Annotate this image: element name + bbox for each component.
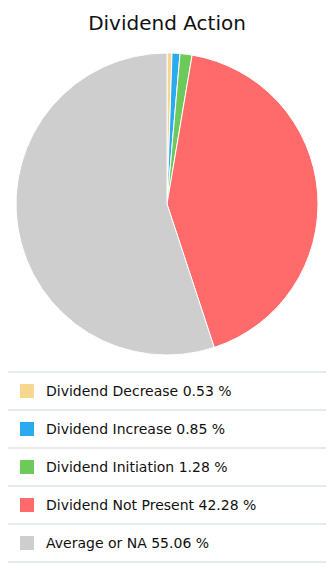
pie-slice: [16, 53, 214, 355]
chart-svg: Dividend ActionDividend Decrease 0.53 %D…: [0, 0, 334, 570]
legend-item: Average or NA 55.06 %: [8, 524, 326, 551]
chart-container: Dividend ActionDividend Decrease 0.53 %D…: [0, 0, 334, 570]
legend-separator: [8, 372, 326, 373]
legend-swatch: [20, 384, 34, 398]
legend-separator: [8, 410, 326, 411]
legend-label: Dividend Not Present 42.28 %: [46, 497, 256, 513]
legend-label: Dividend Increase 0.85 %: [46, 421, 225, 437]
legend-item: Dividend Initiation 1.28 %: [8, 448, 326, 475]
legend-item: Dividend Decrease 0.53 %: [8, 372, 326, 399]
chart-title: Dividend Action: [88, 11, 246, 35]
pie: [16, 53, 318, 355]
legend-label: Dividend Decrease 0.53 %: [46, 383, 232, 399]
legend-swatch: [20, 536, 34, 550]
legend: Dividend Decrease 0.53 % Dividend Increas…: [8, 372, 326, 562]
legend-swatch: [20, 460, 34, 474]
legend-separator: [8, 448, 326, 449]
legend-label: Average or NA 55.06 %: [46, 535, 209, 551]
legend-item: Dividend Not Present 42.28 %: [8, 486, 326, 513]
legend-swatch: [20, 498, 34, 512]
legend-item: Dividend Increase 0.85 %: [8, 410, 326, 437]
legend-label: Dividend Initiation 1.28 %: [46, 459, 228, 475]
legend-separator: [8, 562, 326, 563]
legend-swatch: [20, 422, 34, 436]
legend-separator: [8, 524, 326, 525]
legend-separator: [8, 486, 326, 487]
